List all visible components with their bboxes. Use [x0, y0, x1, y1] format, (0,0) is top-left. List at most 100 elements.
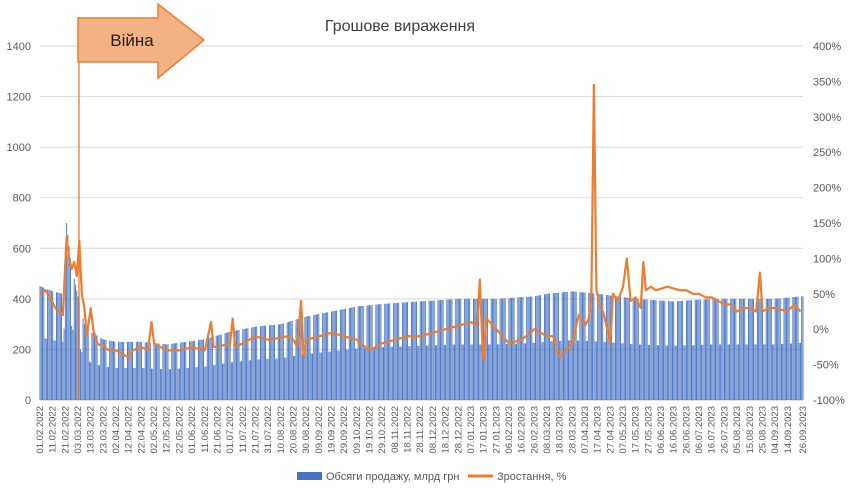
bar: [116, 368, 118, 400]
bar: [592, 293, 594, 400]
bar: [409, 346, 411, 400]
bar: [447, 299, 449, 400]
bar: [253, 326, 255, 400]
bar: [197, 340, 199, 400]
bar: [550, 341, 552, 400]
bar: [225, 332, 227, 400]
bar: [191, 341, 193, 400]
bar: [100, 337, 102, 400]
bar: [669, 301, 671, 400]
bar: [200, 339, 202, 400]
bar: [367, 305, 369, 400]
bar: [88, 361, 90, 400]
bar: [59, 293, 61, 400]
bar: [549, 293, 550, 400]
x-tick-label: 26.06.2023: [681, 406, 692, 454]
bar: [739, 298, 741, 400]
bar: [76, 290, 78, 400]
bar: [772, 344, 774, 400]
bar: [229, 331, 231, 400]
bar: [318, 314, 320, 400]
bar: [749, 298, 751, 400]
bar: [512, 297, 514, 400]
bar: [656, 345, 658, 400]
bar: [364, 348, 365, 400]
bar: [209, 337, 211, 400]
bar: [319, 352, 321, 400]
bar: [530, 296, 531, 400]
bar: [56, 292, 57, 400]
bar: [222, 363, 223, 400]
bar: [526, 296, 528, 400]
bar: [419, 301, 421, 400]
bar: [723, 298, 725, 400]
bar: [95, 334, 97, 400]
bar: [604, 342, 606, 400]
bar: [104, 339, 106, 400]
x-tick-label: 21.06.2022: [212, 406, 223, 454]
bar: [234, 330, 236, 400]
bar: [524, 343, 526, 400]
bar: [172, 343, 174, 400]
bar: [282, 323, 284, 400]
bar: [135, 341, 137, 400]
bar: [582, 292, 583, 400]
bar: [545, 294, 547, 400]
bar: [54, 340, 56, 400]
bar: [345, 308, 346, 400]
bar: [450, 299, 452, 400]
bar: [166, 344, 168, 400]
bar: [597, 293, 599, 400]
bar: [781, 344, 782, 400]
bar: [613, 342, 615, 400]
bar: [265, 325, 267, 400]
bar: [498, 344, 500, 400]
y-left-tick-label: 200: [13, 344, 31, 356]
bar: [211, 337, 213, 400]
bar: [223, 363, 225, 400]
y-left-tick-label: 0: [25, 395, 31, 407]
bar: [151, 368, 152, 400]
bar: [127, 341, 128, 400]
x-tick-label: 03.03.2022: [73, 406, 84, 454]
bar: [332, 311, 334, 400]
bar: [608, 295, 610, 400]
bar: [436, 345, 438, 400]
bar: [381, 347, 383, 400]
bar: [639, 344, 640, 400]
bar: [765, 298, 767, 400]
bar: [298, 318, 300, 400]
y-left-tick-label: 1200: [7, 92, 31, 104]
bar: [331, 311, 332, 400]
bar: [755, 344, 757, 400]
bar: [571, 291, 573, 400]
bar: [385, 303, 387, 400]
bar: [218, 335, 220, 400]
bar: [631, 344, 633, 400]
bar: [91, 332, 93, 400]
bar: [532, 343, 534, 400]
bar: [153, 343, 155, 400]
bar: [203, 339, 204, 400]
bar: [256, 326, 258, 400]
line-series-growth: [39, 83, 802, 363]
bar: [336, 310, 338, 400]
x-tick-label: 22.04.2022: [136, 406, 147, 454]
bar: [149, 342, 151, 400]
bar: [94, 334, 95, 400]
bar: [279, 324, 280, 400]
bar: [461, 344, 463, 400]
bar: [121, 341, 123, 400]
bar: [242, 329, 244, 400]
x-tick-label: 19.10.2022: [365, 406, 376, 454]
bar: [565, 291, 567, 400]
bar: [467, 298, 469, 400]
bar: [659, 300, 661, 400]
x-tick-label: 18.12.2022: [441, 406, 452, 454]
bar: [366, 305, 368, 400]
bar: [304, 316, 306, 400]
bar: [314, 314, 316, 400]
x-tick-label: 01.07.2022: [225, 406, 236, 454]
bar: [294, 355, 296, 400]
x-tick-label: 21.02.2022: [60, 406, 71, 454]
